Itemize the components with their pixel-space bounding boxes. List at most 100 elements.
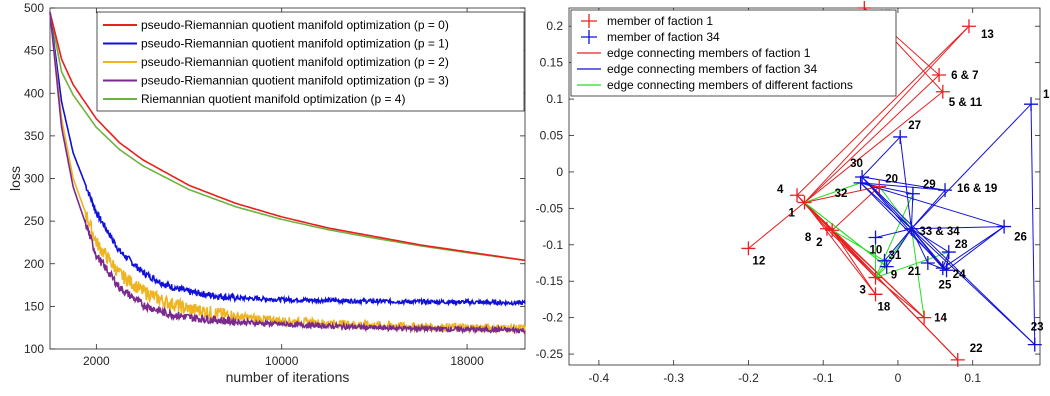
node-label-24: 24	[953, 269, 966, 281]
ytick-label: 0.15	[540, 56, 564, 70]
node-marker-15	[1024, 97, 1039, 112]
legend-entry: pseudo-Riemannian quotient manifold opti…	[141, 74, 449, 88]
node-marker-4	[790, 188, 805, 203]
node-marker-1	[797, 195, 812, 210]
node-label-13: 13	[981, 29, 994, 41]
legend-marker	[581, 30, 597, 44]
node-marker-24	[935, 261, 950, 276]
edge-15-23	[1030, 104, 1036, 345]
node-label-23: 23	[1031, 322, 1044, 334]
edge-4-8	[796, 194, 828, 230]
ytick-label: 0	[556, 165, 563, 179]
edge-31-33	[884, 228, 912, 262]
edge-3-28	[875, 251, 949, 279]
xtick-label: 0.1	[964, 371, 981, 385]
node-label-12: 12	[752, 255, 765, 267]
edge-16-33	[911, 189, 946, 230]
faction-embedding-chart: 0.2 0.15 0.1 0.05 0 -0.05 -0.1 -0.15 -0.2 -0.25 -0…	[536, 1, 1050, 385]
node-marker-18	[868, 287, 883, 302]
node-marker-10	[868, 230, 883, 245]
edge-28-33	[911, 228, 950, 253]
ytick-label: 150	[24, 299, 44, 313]
node-label-2: 2	[816, 237, 822, 249]
edge-3-14	[875, 277, 925, 319]
edge-26-32	[860, 182, 1005, 228]
legend-entry: edge connecting members of faction 1	[607, 46, 811, 60]
legend-entry: edge connecting members of faction 34	[607, 62, 817, 76]
x-axis-label: number of iterations	[226, 369, 350, 385]
node-label-26: 26	[1014, 232, 1027, 244]
node-marker-12	[741, 241, 756, 256]
node-label-16: 16 & 19	[957, 183, 997, 195]
node-marker-8	[819, 221, 834, 236]
edge-4-13	[796, 25, 970, 196]
series-line-p0	[49, 12, 526, 262]
xtick-label: 2000	[83, 354, 110, 368]
node-label-10: 10	[870, 245, 883, 257]
edge-32-16	[860, 182, 946, 191]
node-marker-5	[935, 84, 950, 99]
node-marker-28	[941, 245, 956, 260]
ytick-label: -0.2	[542, 311, 563, 325]
edge-24-28	[942, 251, 950, 269]
edge-3-29	[875, 193, 914, 278]
node-marker-3	[868, 270, 883, 285]
node-label-6: 6 & 7	[951, 70, 979, 82]
node-label-4: 4	[777, 184, 784, 196]
node-marker-16	[938, 183, 953, 198]
edge-1-9	[804, 202, 888, 268]
series-line-p3	[49, 12, 526, 335]
legend-entry: pseudo-Riemannian quotient manifold opti…	[141, 18, 449, 32]
node-label-28: 28	[955, 239, 968, 251]
edge-3-33	[875, 228, 912, 278]
node-label-27: 27	[908, 120, 921, 132]
node-marker-31	[877, 253, 892, 268]
ytick-label: -0.1	[542, 238, 563, 252]
xtick-label: 10000	[265, 354, 299, 368]
edge-26-33	[911, 226, 1005, 230]
node-marker-25	[939, 263, 954, 278]
xtick-label: -0.4	[589, 371, 610, 385]
ytick-label: 400	[24, 86, 44, 100]
node-marker-21	[920, 256, 935, 270]
edge-1-13	[804, 25, 970, 203]
edge-32-33	[860, 182, 912, 230]
node-label-20: 20	[885, 174, 898, 186]
node-label-8: 8	[805, 232, 812, 244]
edge-14-33	[910, 228, 925, 318]
legend-entry: edge connecting members of different fac…	[607, 78, 853, 92]
legend-box-left	[96, 11, 525, 112]
edge-15-33	[911, 103, 1032, 230]
node-label-22: 22	[970, 343, 983, 355]
edge-25-26	[946, 226, 1005, 271]
node-label-29: 29	[923, 179, 936, 191]
node-label-1: 1	[789, 208, 796, 220]
node-marker-20	[872, 179, 887, 194]
xtick-label: 18000	[450, 354, 484, 368]
series-line-p4	[49, 12, 526, 262]
edge-24-26	[942, 226, 1005, 269]
ytick-label: -0.05	[536, 201, 564, 215]
node-marker-14	[917, 310, 932, 325]
edge-27-30	[861, 136, 901, 178]
node-label-3: 3	[860, 285, 866, 297]
legend-entry: pseudo-Riemannian quotient manifold opti…	[141, 55, 449, 69]
edge-21-33	[910, 228, 929, 264]
node-label-32: 32	[835, 188, 848, 200]
ytick-label: 500	[24, 1, 44, 15]
node-label-5: 5 & 11	[949, 97, 983, 109]
legend-entry: pseudo-Riemannian quotient manifold opti…	[141, 37, 449, 51]
legend-box-right	[570, 9, 897, 97]
legend-entry: member of faction 34	[607, 30, 720, 44]
node-marker-29	[905, 186, 920, 201]
ytick-label: 0.05	[540, 129, 564, 143]
edge-30-16	[861, 176, 946, 191]
xtick-label: -0.3	[663, 371, 684, 385]
node-marker-9	[879, 259, 894, 274]
node-label-33: 33 & 34	[919, 226, 960, 238]
node-label-14: 14	[934, 313, 947, 325]
node-marker-23	[1027, 337, 1042, 352]
node-label-31: 31	[888, 250, 901, 262]
series-line-p1	[49, 12, 526, 308]
